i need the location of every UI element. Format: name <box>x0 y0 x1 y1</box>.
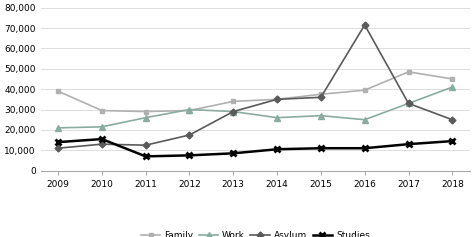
Studies <box>274 148 280 151</box>
Family <box>449 77 455 80</box>
Family <box>143 110 148 113</box>
Asylum <box>318 96 324 99</box>
Studies <box>99 138 105 141</box>
Studies <box>230 152 236 155</box>
Line: Asylum: Asylum <box>55 23 455 151</box>
Studies <box>449 140 455 142</box>
Line: Work: Work <box>55 84 455 131</box>
Studies <box>187 154 192 157</box>
Asylum <box>187 134 192 137</box>
Family <box>362 89 367 91</box>
Asylum <box>143 144 148 147</box>
Work <box>143 116 148 119</box>
Studies <box>55 141 61 144</box>
Work <box>55 126 61 129</box>
Family <box>274 98 280 101</box>
Work <box>362 118 367 121</box>
Work <box>318 114 324 117</box>
Asylum <box>274 98 280 101</box>
Family <box>406 70 411 73</box>
Work <box>449 86 455 89</box>
Asylum <box>55 147 61 150</box>
Asylum <box>449 118 455 121</box>
Asylum <box>362 23 367 26</box>
Work <box>406 102 411 105</box>
Work <box>187 108 192 111</box>
Family <box>230 100 236 103</box>
Family <box>187 109 192 112</box>
Studies <box>318 147 324 150</box>
Studies <box>406 143 411 146</box>
Family <box>99 109 105 112</box>
Legend: Family, Work, Asylum, Studies: Family, Work, Asylum, Studies <box>137 227 374 237</box>
Asylum <box>230 110 236 113</box>
Work <box>99 125 105 128</box>
Line: Studies: Studies <box>55 136 456 160</box>
Studies <box>143 155 148 158</box>
Family <box>318 93 324 96</box>
Studies <box>362 147 367 150</box>
Family <box>55 90 61 93</box>
Work <box>230 110 236 113</box>
Work <box>274 116 280 119</box>
Asylum <box>99 143 105 146</box>
Line: Family: Family <box>55 69 455 114</box>
Asylum <box>406 102 411 105</box>
